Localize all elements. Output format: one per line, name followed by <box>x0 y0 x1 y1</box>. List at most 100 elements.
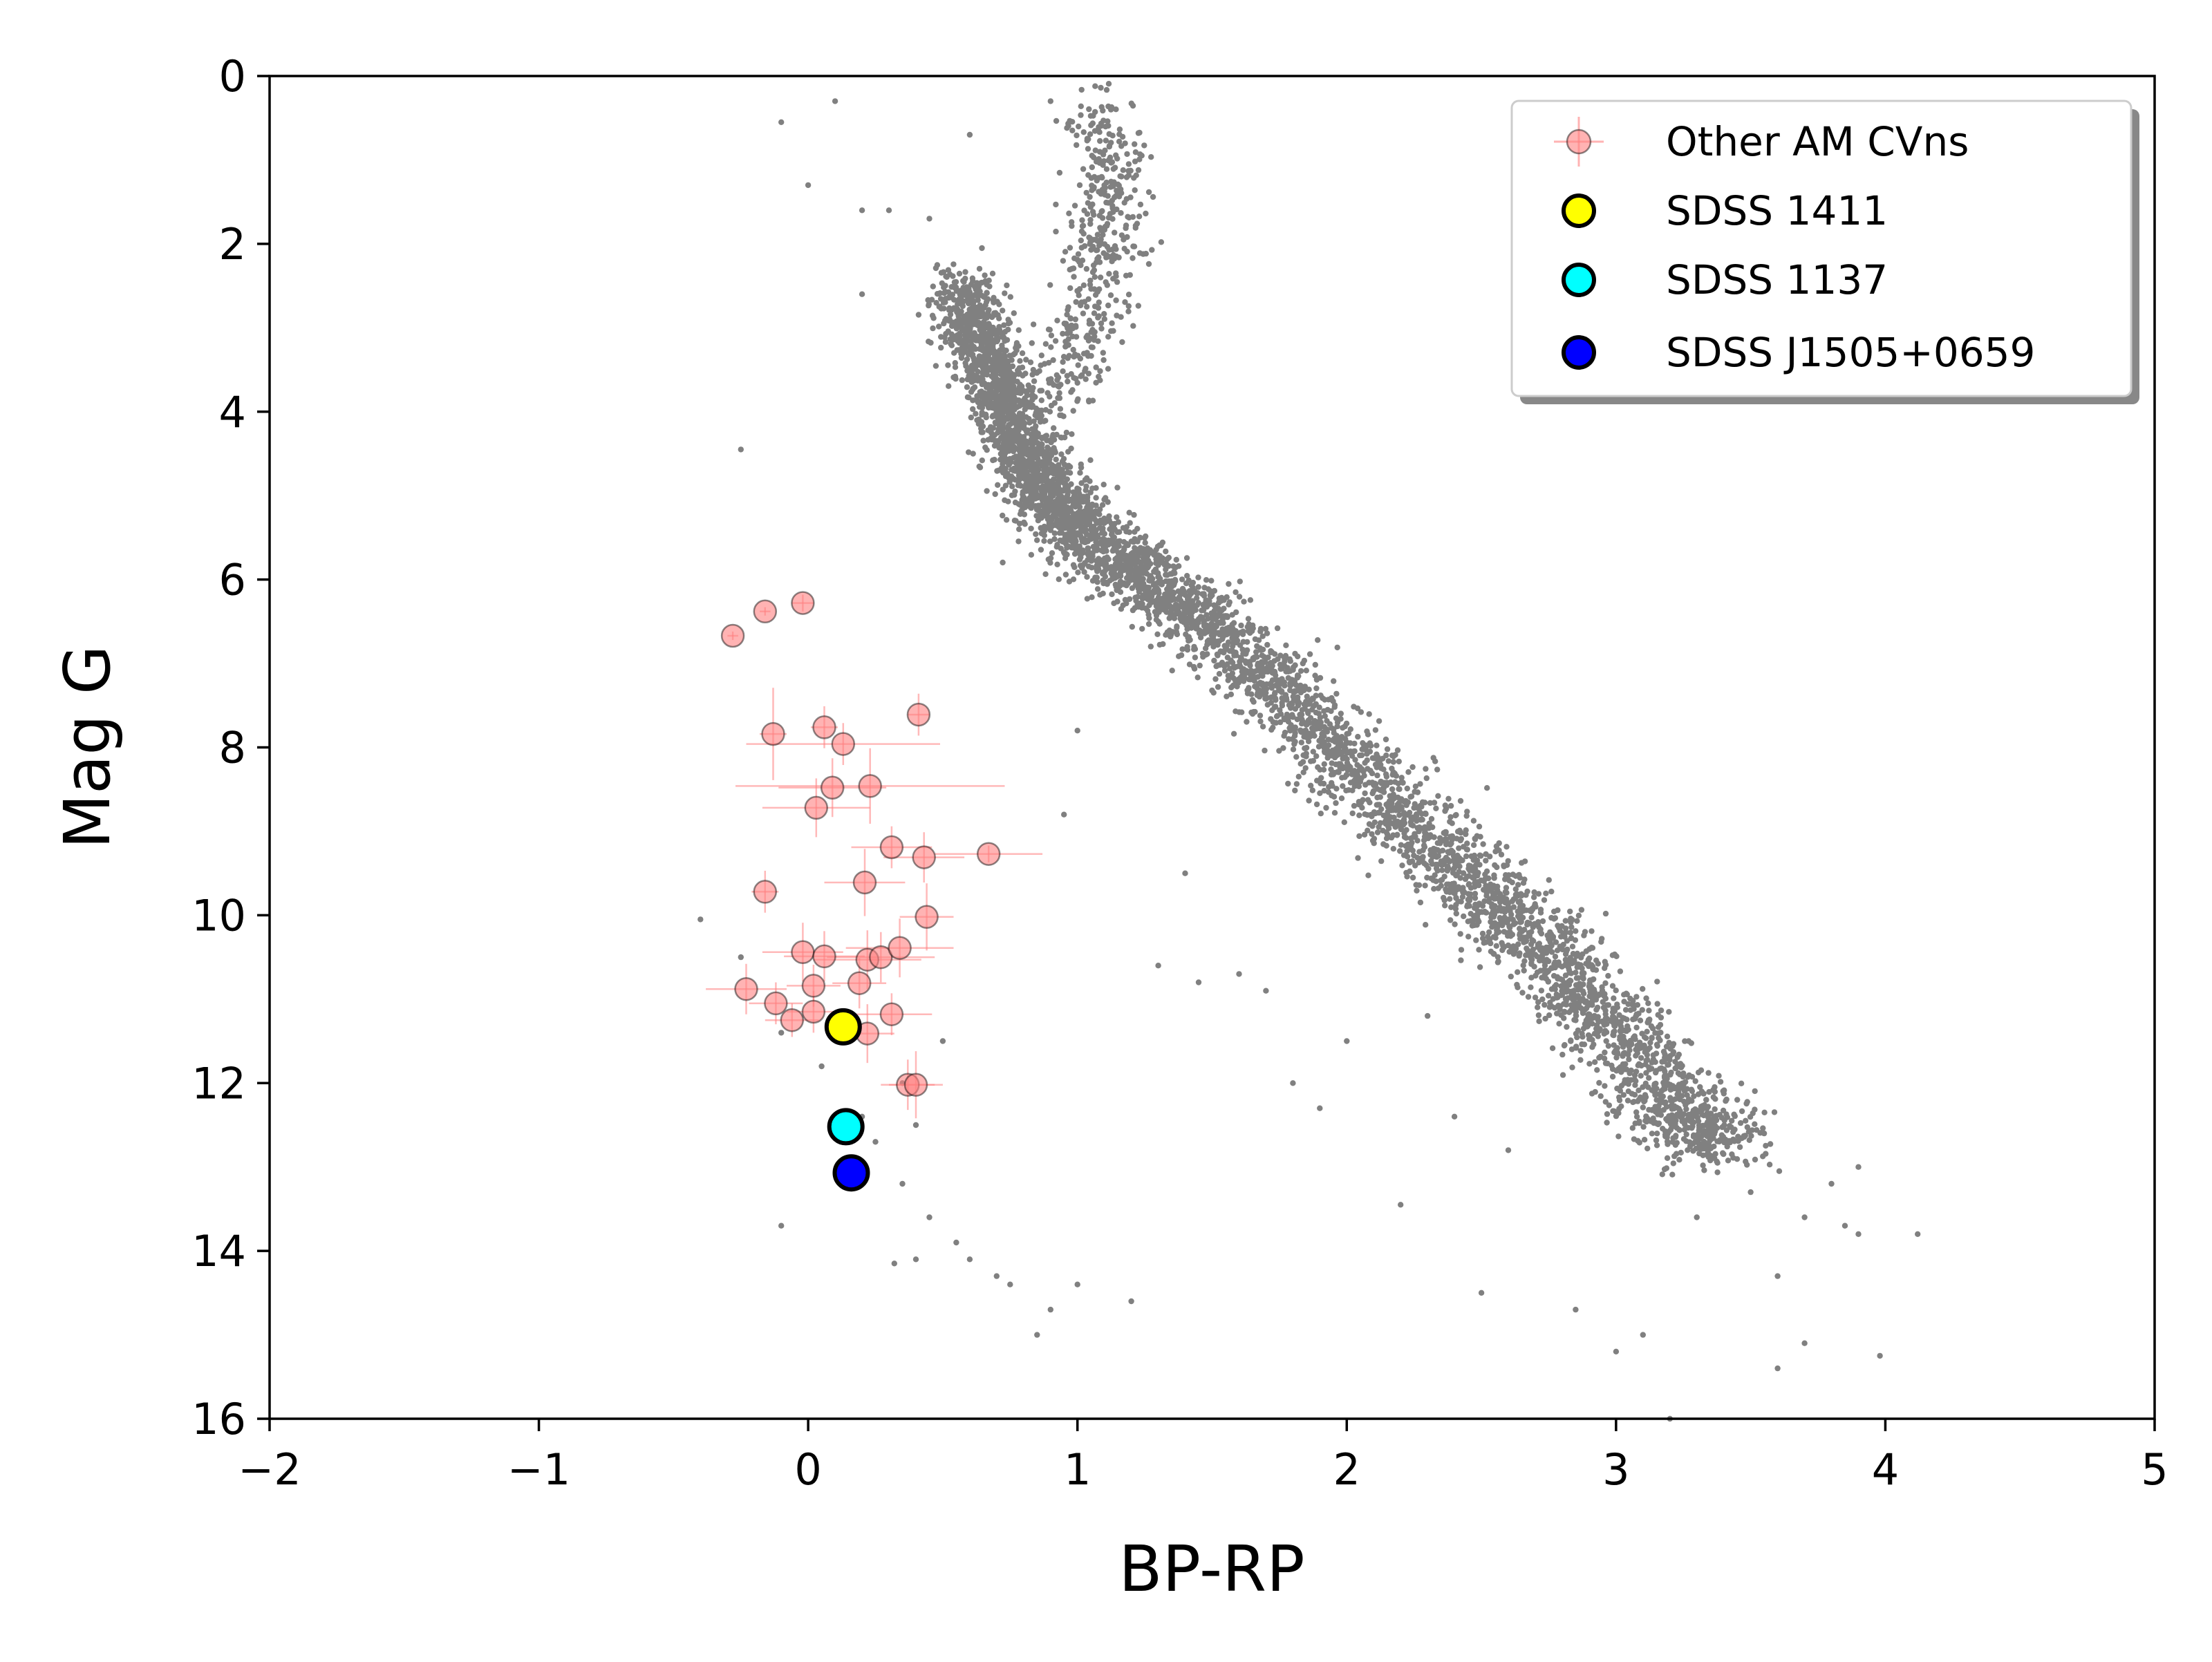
background-star <box>1404 785 1411 792</box>
background-star <box>1307 715 1314 721</box>
background-star <box>1573 1044 1580 1050</box>
background-star <box>1427 851 1434 858</box>
background-star <box>1142 540 1148 546</box>
background-star <box>1245 616 1252 622</box>
background-star <box>996 301 1002 308</box>
background-star <box>1609 983 1616 989</box>
background-star <box>1546 1012 1553 1019</box>
background-star <box>1046 480 1052 487</box>
background-star <box>938 270 945 276</box>
background-star <box>986 328 993 334</box>
background-star <box>1066 505 1072 511</box>
background-star <box>978 394 985 400</box>
background-star <box>1315 744 1322 750</box>
background-star <box>1486 898 1492 905</box>
background-star <box>1374 772 1380 779</box>
background-star <box>998 392 1005 399</box>
background-star <box>1725 1158 1732 1164</box>
background-star <box>1045 514 1052 520</box>
background-star <box>1002 416 1008 422</box>
background-star <box>1163 572 1169 578</box>
background-star <box>1646 1064 1652 1070</box>
background-star <box>1112 566 1118 573</box>
background-star <box>956 270 963 277</box>
background-star <box>1477 862 1483 868</box>
background-star <box>930 315 937 321</box>
background-star <box>1669 1106 1675 1112</box>
background-star <box>1573 982 1580 988</box>
background-star <box>1430 755 1436 761</box>
background-star <box>1361 773 1367 779</box>
background-star <box>1145 621 1152 627</box>
background-star <box>1489 924 1495 930</box>
background-star <box>1290 714 1296 720</box>
background-star <box>1610 1032 1616 1038</box>
background-star <box>1658 1007 1665 1014</box>
background-star <box>1089 594 1095 601</box>
background-star <box>1132 572 1138 578</box>
background-star <box>1378 858 1385 865</box>
background-star <box>1675 1070 1682 1077</box>
background-star <box>1586 1011 1593 1018</box>
background-star <box>1070 576 1077 583</box>
background-star <box>1051 530 1058 536</box>
background-star <box>1643 1113 1649 1120</box>
background-star <box>1592 1088 1598 1095</box>
background-star <box>1588 928 1595 934</box>
background-star <box>1416 809 1423 815</box>
background-star <box>1054 561 1060 567</box>
background-star <box>996 363 1003 369</box>
background-star <box>1478 909 1485 915</box>
background-star <box>1039 508 1046 515</box>
background-star <box>1549 965 1555 972</box>
background-star <box>1505 933 1511 939</box>
background-star <box>1005 473 1011 479</box>
background-star <box>1683 1131 1689 1137</box>
background-star <box>1526 920 1533 927</box>
background-star <box>1736 1144 1743 1151</box>
background-star <box>1698 1104 1705 1110</box>
background-star <box>1011 310 1018 317</box>
background-star <box>1132 554 1138 560</box>
background-star <box>1458 829 1464 836</box>
background-star <box>1683 1138 1689 1144</box>
background-star <box>1067 537 1074 544</box>
background-star <box>1431 886 1437 892</box>
background-star <box>996 444 1002 451</box>
background-star <box>991 384 998 390</box>
background-star <box>1581 1041 1588 1048</box>
background-star <box>1597 1093 1604 1099</box>
background-star <box>1548 888 1555 895</box>
background-star <box>1622 1007 1629 1013</box>
background-star <box>1000 559 1006 566</box>
background-star <box>1219 626 1226 632</box>
background-star <box>1038 547 1044 553</box>
background-star <box>982 272 988 278</box>
background-star <box>1215 600 1222 606</box>
background-star <box>1631 1099 1637 1105</box>
background-star <box>945 362 951 368</box>
background-star <box>1530 894 1537 900</box>
background-star <box>1457 931 1463 937</box>
background-star <box>930 325 936 332</box>
background-star <box>942 289 949 295</box>
background-star <box>1453 910 1459 917</box>
background-star <box>1503 862 1510 869</box>
background-star <box>1202 645 1209 652</box>
background-star <box>1523 938 1529 945</box>
background-star <box>1305 738 1312 745</box>
background-star <box>1068 445 1074 452</box>
background-star <box>1424 874 1430 881</box>
background-star <box>1351 802 1358 809</box>
background-star <box>994 395 1001 401</box>
background-star <box>1133 565 1139 571</box>
background-star <box>1169 583 1175 589</box>
background-star <box>977 389 983 395</box>
background-star <box>1503 872 1509 878</box>
background-star <box>1535 1012 1542 1019</box>
background-star <box>960 278 966 284</box>
background-star <box>1321 748 1328 755</box>
background-star <box>1763 1142 1769 1149</box>
background-star <box>1524 945 1530 952</box>
background-star <box>1362 782 1369 788</box>
